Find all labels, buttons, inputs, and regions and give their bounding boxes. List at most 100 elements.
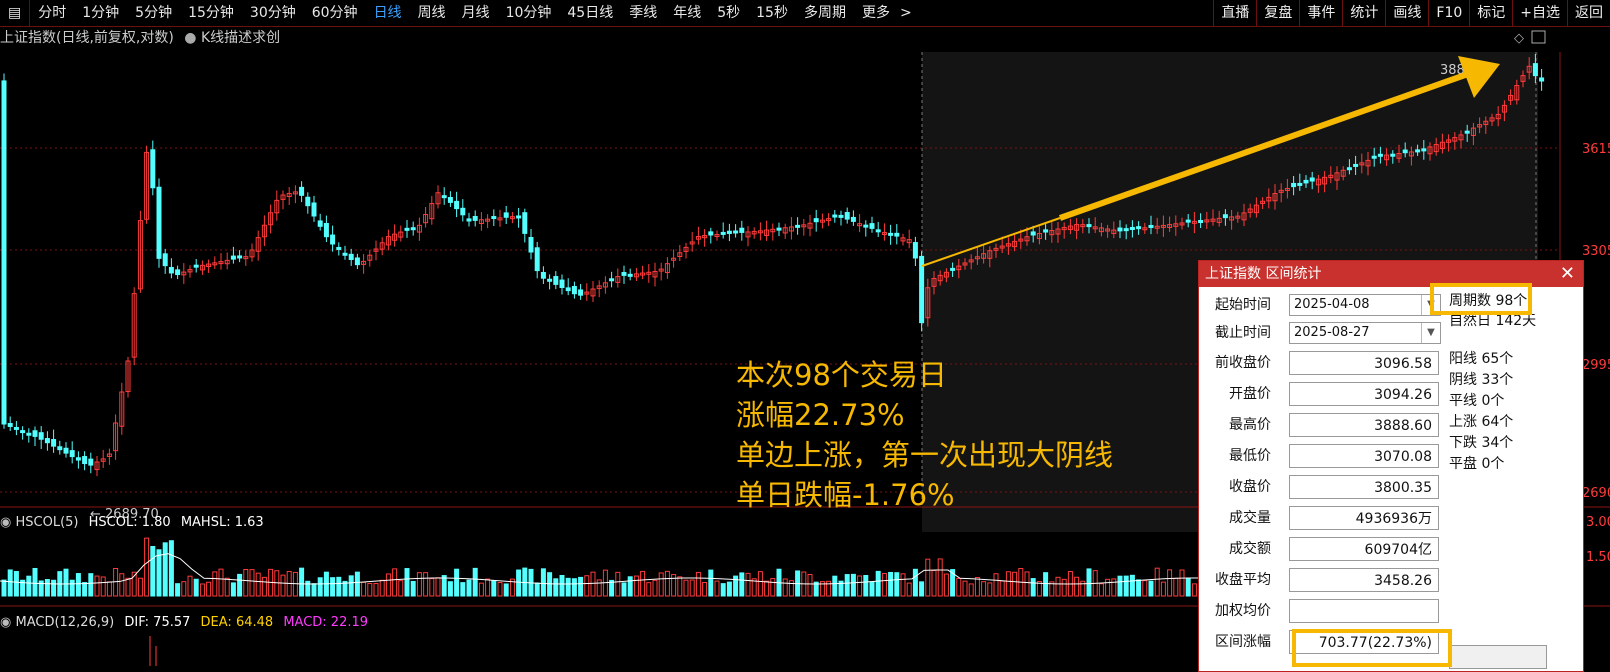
toolbar-button[interactable]: 画线	[1385, 0, 1428, 26]
candle-body	[1160, 224, 1166, 228]
annotation-line: 涨幅22.73%	[736, 398, 905, 432]
field-label: 最低价	[1229, 448, 1271, 464]
volume-bar	[968, 583, 974, 597]
candle-body	[1105, 228, 1111, 232]
end-date-value: 2025-08-27	[1294, 325, 1370, 340]
volume-bar	[131, 571, 137, 597]
volume-bar	[156, 549, 162, 597]
candle-body	[640, 272, 646, 276]
macd-name[interactable]: MACD(12,26,9)	[15, 615, 115, 630]
period-tab[interactable]: 分时	[38, 5, 67, 21]
toolbar-button[interactable]: 事件	[1299, 0, 1342, 26]
period-tab[interactable]: 30分钟	[249, 5, 296, 21]
field-value[interactable]: 703.77(22.73%)	[1289, 630, 1439, 654]
low-price-label: ← 2689.70	[90, 507, 159, 522]
period-tab[interactable]: 1分钟	[82, 5, 120, 21]
period-tab[interactable]: 更多	[861, 5, 890, 21]
period-tab[interactable]: 60分钟	[311, 5, 358, 21]
candle-body	[57, 446, 63, 451]
field-value[interactable]: 3458.26	[1289, 568, 1439, 592]
period-tab[interactable]: 45日线	[567, 5, 614, 21]
candle-body	[1216, 217, 1222, 223]
indicator-toggle-icon[interactable]: ◉	[0, 615, 12, 630]
toolbar-button[interactable]: 标记	[1469, 0, 1512, 26]
candle-body	[299, 186, 305, 196]
dialog-button[interactable]	[1449, 645, 1547, 669]
end-label: 截止时间	[1215, 325, 1271, 341]
period-tab[interactable]: 10分钟	[505, 5, 552, 21]
toolbar-button[interactable]: 复盘	[1256, 0, 1299, 26]
volume-bar	[757, 571, 763, 597]
start-date-value: 2025-04-08	[1294, 297, 1370, 312]
chevron-right-icon[interactable]: >	[899, 5, 912, 21]
start-date-select[interactable]: 2025-04-08 ▼	[1289, 294, 1441, 316]
candle-body	[1446, 139, 1452, 143]
field-value[interactable]: 3070.08	[1289, 444, 1439, 468]
candle-body	[528, 236, 534, 253]
field-value[interactable]: 3096.58	[1289, 351, 1439, 375]
annotation-line: 本次98个交易日	[736, 358, 947, 392]
field-row: 最高价 3888.60	[1199, 411, 1449, 439]
field-row: 区间涨幅 703.77(22.73%)	[1199, 628, 1449, 656]
candle-body	[478, 219, 484, 225]
volume-bar	[956, 577, 962, 597]
toolbar-button[interactable]: 直播	[1213, 0, 1256, 26]
stat-item: 下跌 34个	[1449, 435, 1514, 451]
candle-body	[999, 245, 1005, 249]
volume-bar	[82, 582, 88, 597]
candle-body	[540, 272, 546, 279]
period-tab[interactable]: 日线	[373, 5, 402, 21]
candle-body	[584, 291, 590, 295]
volume-bar	[950, 569, 956, 597]
end-date-select[interactable]: 2025-08-27 ▼	[1289, 322, 1441, 344]
volume-bar	[454, 568, 460, 597]
field-value[interactable]: 4936936万	[1289, 506, 1439, 530]
close-icon[interactable]: ✕	[1559, 263, 1575, 284]
field-value[interactable]: 3800.35	[1289, 475, 1439, 499]
candle-body	[962, 262, 968, 266]
period-tab[interactable]: 年线	[673, 5, 702, 21]
period-tab[interactable]: 15分钟	[188, 5, 234, 21]
period-tab[interactable]: 周线	[417, 5, 446, 21]
candle-body	[925, 287, 931, 319]
field-value[interactable]	[1289, 599, 1439, 623]
hscol-axis-label: 3.00	[1586, 515, 1610, 530]
toolbar-button[interactable]: 返回	[1567, 0, 1610, 26]
volume-bar	[571, 578, 577, 597]
chart-title-bar: 上证指数(日线,前复权,对数) ● K线描述求创	[0, 27, 280, 49]
period-tab[interactable]: 5分钟	[135, 5, 173, 21]
period-tab[interactable]: 月线	[461, 5, 490, 21]
toolbar-button[interactable]: +自选	[1512, 0, 1567, 26]
volume-bar	[553, 578, 559, 597]
chevron-down-icon[interactable]: ▼	[1421, 323, 1440, 343]
field-value[interactable]: 609704亿	[1289, 537, 1439, 561]
candle-body	[1458, 134, 1464, 141]
field-value[interactable]: 3888.60	[1289, 413, 1439, 437]
kline-desc-icon[interactable]: ●	[184, 30, 197, 46]
candle-body	[1204, 219, 1210, 223]
volume-bar	[63, 568, 69, 597]
macd-legend: ◉ MACD(12,26,9) DIF: 75.57 DEA: 64.48 MA…	[0, 614, 368, 632]
volume-bar	[69, 579, 75, 597]
candle-body	[1439, 141, 1445, 150]
period-tab[interactable]: 15秒	[756, 5, 788, 21]
period-tab[interactable]: 5秒	[717, 5, 741, 21]
indicator-toggle-icon[interactable]: ◉	[0, 515, 12, 530]
period-tab[interactable]: 季线	[629, 5, 658, 21]
volume-bar	[751, 578, 757, 597]
toolbar-button[interactable]: F10	[1428, 0, 1469, 26]
candle-body	[447, 197, 453, 203]
field-value[interactable]: 3094.26	[1289, 382, 1439, 406]
candle-body	[1067, 225, 1073, 231]
volume-bar	[1117, 575, 1123, 597]
menu-icon[interactable]: ▤	[8, 5, 22, 21]
candle-body	[633, 273, 639, 278]
volume-bar	[919, 581, 925, 597]
toolbar-button[interactable]: 统计	[1342, 0, 1385, 26]
candle-body	[1483, 120, 1489, 126]
kline-desc[interactable]: K线描述求创	[200, 30, 281, 46]
volume-bar	[385, 573, 391, 597]
period-tab[interactable]: 多周期	[803, 5, 846, 21]
volume-bar	[981, 581, 987, 597]
hscol-name[interactable]: HSCOL(5)	[15, 515, 79, 530]
